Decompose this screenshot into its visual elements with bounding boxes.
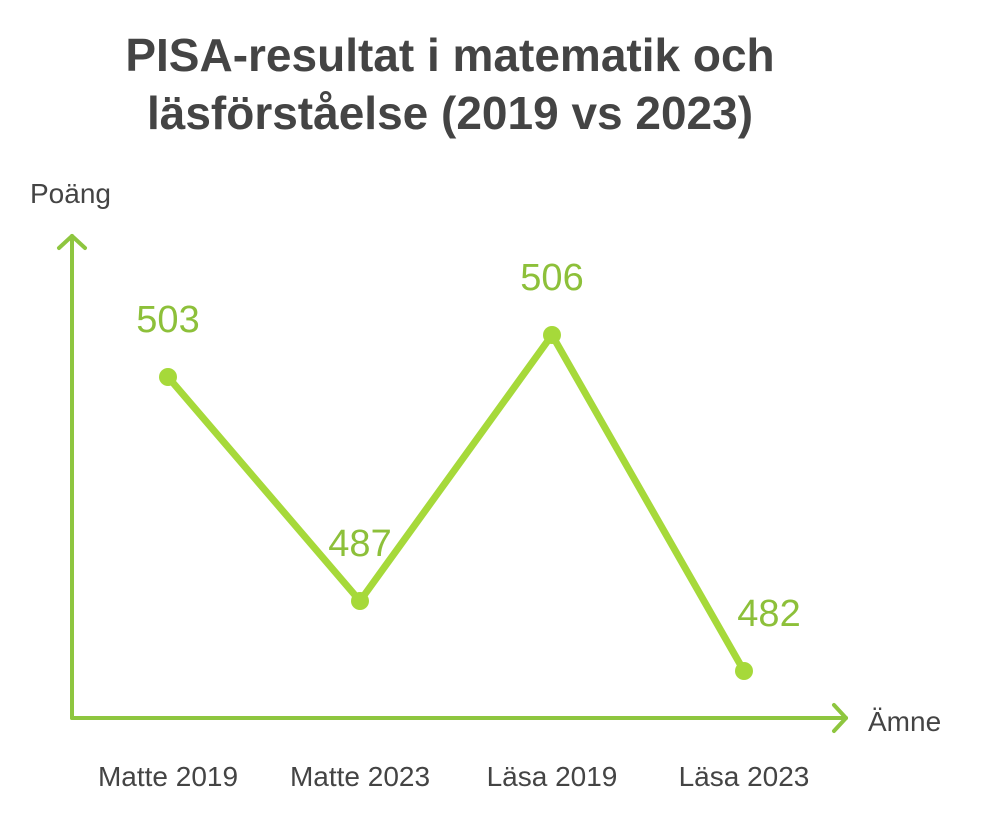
- data-series: [159, 326, 753, 680]
- chart-title-line-1: PISA-resultat i matematik och: [125, 29, 775, 81]
- data-point: [735, 662, 753, 680]
- data-label: 503: [136, 299, 199, 341]
- data-point: [543, 326, 561, 344]
- chart-title-line-2: läsförståelse (2019 vs 2023): [146, 87, 754, 139]
- x-tick-label: Matte 2019: [98, 761, 238, 792]
- y-axis-label: Poäng: [30, 178, 111, 209]
- y-axis-arrow-icon: [57, 234, 87, 250]
- data-labels: 503 487 506 482: [136, 257, 800, 635]
- chart-title: PISA-resultat i matematik och läsförståe…: [0, 26, 900, 142]
- data-point: [159, 368, 177, 386]
- x-axis-label: Ämne: [868, 706, 941, 737]
- data-label: 506: [520, 257, 583, 299]
- x-tick-label: Läsa 2023: [679, 761, 810, 792]
- x-tick-labels: Matte 2019 Matte 2023 Läsa 2019 Läsa 2023: [98, 761, 809, 792]
- x-tick-label: Läsa 2019: [487, 761, 618, 792]
- data-label: 482: [737, 593, 800, 635]
- x-tick-label: Matte 2023: [290, 761, 430, 792]
- data-point: [351, 592, 369, 610]
- data-label: 487: [328, 523, 391, 565]
- chart-axes: Poäng Ämne: [30, 178, 941, 737]
- x-axis-arrow-icon: [832, 703, 848, 733]
- series-line: [164, 331, 748, 675]
